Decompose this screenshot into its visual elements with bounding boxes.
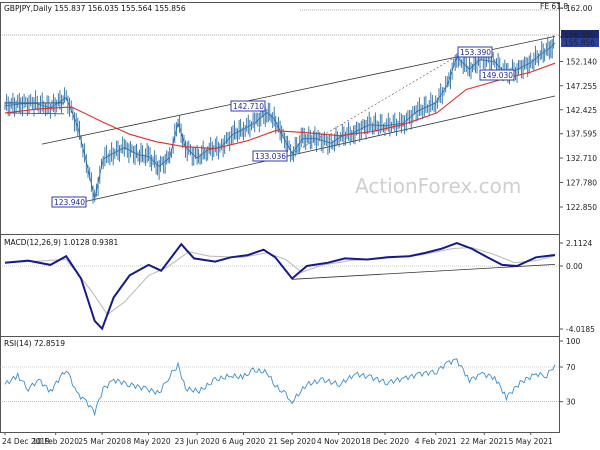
fe-label: FE 61.8 [540, 2, 568, 11]
x-tick-label: 10 Feb 2020 [32, 437, 79, 446]
rsi-y-tick-label: 70 [566, 363, 576, 372]
price-y-tick-label: 162.00 [566, 4, 592, 13]
price-annotation-box [252, 150, 288, 162]
price-line [4, 42, 556, 199]
price-y-tick-label: 127.780 [566, 179, 597, 188]
macd-trendline [292, 263, 556, 280]
price-annotation-box [479, 69, 515, 81]
price-trendline [86, 95, 556, 202]
x-tick-label: 6 Aug 2020 [222, 437, 265, 446]
price-annotation-box [51, 196, 87, 208]
price-y-tick-label: 147.255 [566, 82, 597, 91]
x-tick-label: 8 May 2020 [126, 437, 170, 446]
price-annotation-box [457, 46, 493, 58]
macd-line [4, 242, 556, 331]
price-annotation-label: 153.390 [460, 48, 491, 57]
rsi-y-tick-label: 30 [566, 398, 576, 407]
x-tick-label: 4 Feb 2021 [415, 437, 457, 446]
price-y-tick-label: 122.850 [566, 203, 597, 212]
macd-y-tick-label: 2.1124 [566, 239, 592, 248]
moving-average-line [4, 62, 556, 150]
price-annotation-box [230, 100, 266, 112]
x-tick-label: 25 Mar 2020 [78, 437, 126, 446]
price-annotation-label: 149.030 [482, 71, 513, 80]
price-y-tick-label: 132.710 [566, 154, 597, 163]
rsi-line [4, 358, 556, 417]
x-tick-label: 18 Dec 2020 [361, 437, 409, 446]
x-tick-label: 24 Dec 2019 [2, 437, 50, 446]
last-price-box-2 [561, 38, 599, 47]
x-tick-label: 23 Jun 2020 [175, 437, 220, 446]
last-price-box-1 [561, 30, 599, 39]
chart-header: GBPJPY,Daily 155.837 156.035 155.564 155… [4, 4, 186, 13]
rsi-y-tick-label: 100 [566, 337, 581, 346]
x-tick-label: 5 May 2021 [509, 437, 553, 446]
macd-signal-line [4, 246, 556, 316]
x-tick-label: 22 Mar 2021 [460, 437, 508, 446]
macd-y-tick-label: 0.00 [566, 262, 583, 271]
price-annotation-label: 133.036 [255, 152, 286, 161]
price-y-tick-label: 142.425 [566, 106, 597, 115]
last-price-label-1: 156.590 [564, 31, 595, 40]
macd-header: MACD(12,26,9) 1.0128 0.9381 [4, 238, 118, 247]
macd-y-tick-label: -4.0185 [566, 325, 595, 334]
rsi-header: RSI(14) 72.8519 [4, 339, 65, 348]
rsi-panel-frame [0, 336, 560, 433]
price-annotation-label: 123.940 [54, 198, 85, 207]
price-y-tick-label: 152.140 [566, 57, 597, 66]
price-y-tick-label: 137.595 [566, 130, 597, 139]
x-tick-label: 4 Nov 2020 [317, 437, 360, 446]
price-annotation-label: 142.710 [233, 102, 264, 111]
last-price-label-2: 155.856 [564, 39, 595, 48]
x-tick-label: 21 Sep 2020 [268, 437, 316, 446]
watermark: ActionForex.com [355, 174, 521, 198]
